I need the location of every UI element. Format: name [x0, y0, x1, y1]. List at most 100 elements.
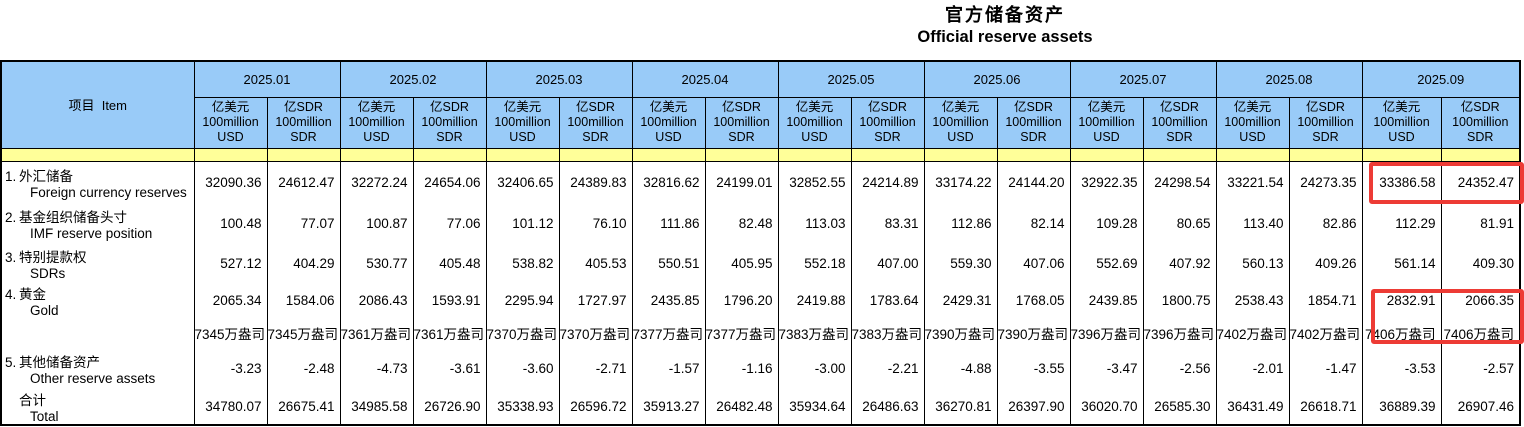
- separator-band-cell: [0, 148, 194, 162]
- month-header: 2025.07: [1069, 61, 1216, 98]
- value-cell: 7361万盎司: [412, 318, 486, 348]
- value-cell: 33221.54: [1215, 161, 1289, 203]
- value-cell: 7390万盎司: [996, 318, 1070, 348]
- value-cell: 111.86: [631, 203, 705, 244]
- value-cell: -3.23: [193, 348, 267, 389]
- value-cell: 2429.31: [923, 283, 997, 318]
- unit-header-usd: 亿美元 100million USD: [777, 97, 851, 149]
- value-cell: 24654.06: [412, 161, 486, 203]
- value-cell: 32852.55: [777, 161, 851, 203]
- separator-band-cell: [558, 148, 632, 162]
- value-cell: 527.12: [193, 244, 267, 283]
- separator-band-cell: [339, 148, 413, 162]
- value-cell: -2.57: [1440, 348, 1520, 389]
- separator-band-cell: [193, 148, 267, 162]
- row-label: 合计 Total: [0, 389, 194, 425]
- value-cell: 530.77: [339, 244, 413, 283]
- value-cell: -3.00: [777, 348, 851, 389]
- value-cell: -2.56: [1142, 348, 1216, 389]
- value-cell: 100.87: [339, 203, 413, 244]
- value-cell: 405.48: [412, 244, 486, 283]
- separator-band-cell: [266, 148, 340, 162]
- value-cell: -2.71: [558, 348, 632, 389]
- month-header: 2025.01: [193, 61, 340, 98]
- value-cell: -2.01: [1215, 348, 1289, 389]
- table-row-fx-reserves: 1. 外汇储备 Foreign currency reserves 32090.36…: [0, 161, 1520, 203]
- page-title-en: Official reserve assets: [917, 28, 1093, 46]
- separator-band-cell: [923, 148, 997, 162]
- official-reserve-assets-table: 项目 Item 2025.01 2025.02 2025.03 2025.04 …: [0, 60, 1521, 426]
- item-column-header: 项目 Item: [0, 61, 194, 149]
- value-cell: 32816.62: [631, 161, 705, 203]
- value-cell: 407.06: [996, 244, 1070, 283]
- value-cell: -3.55: [996, 348, 1070, 389]
- separator-band-cell: [1361, 148, 1441, 162]
- value-cell: -2.21: [850, 348, 924, 389]
- value-cell: 26907.46: [1440, 389, 1520, 425]
- value-cell: 32090.36: [193, 161, 267, 203]
- value-cell: 407.92: [1142, 244, 1216, 283]
- value-cell: 112.29: [1361, 203, 1441, 244]
- separator-band-cell: [1142, 148, 1216, 162]
- value-cell: 7383万盎司: [850, 318, 924, 348]
- value-cell: 1727.97: [558, 283, 632, 318]
- unit-header-usd: 亿美元 100million USD: [485, 97, 559, 149]
- unit-header-usd: 亿美元 100million USD: [923, 97, 997, 149]
- table-row-gold-ounces: 7345万盎司 7345万盎司 7361万盎司 7361万盎司 7370万盎司 …: [0, 318, 1520, 348]
- table-row-sdrs: 3. 特别提款权 SDRs 527.12 404.29 530.77 405.48 …: [0, 244, 1520, 283]
- value-cell: 552.69: [1069, 244, 1143, 283]
- value-cell: 113.03: [777, 203, 851, 244]
- table-row-imf-position: 2. 基金组织储备头寸 IMF reserve position 100.48 77…: [0, 203, 1520, 244]
- value-cell: 24144.20: [996, 161, 1070, 203]
- value-cell: 35913.27: [631, 389, 705, 425]
- separator-band-cell: [1215, 148, 1289, 162]
- value-cell: 7345万盎司: [193, 318, 267, 348]
- value-cell: 1584.06: [266, 283, 340, 318]
- value-cell: 33174.22: [923, 161, 997, 203]
- value-cell: 550.51: [631, 244, 705, 283]
- unit-header-sdr: 亿SDR 100million SDR: [1142, 97, 1216, 149]
- value-cell: 32272.24: [339, 161, 413, 203]
- value-cell: 7390万盎司: [923, 318, 997, 348]
- value-cell: 405.95: [704, 244, 778, 283]
- separator-band-cell: [485, 148, 559, 162]
- value-cell: 82.14: [996, 203, 1070, 244]
- value-cell: 2538.43: [1215, 283, 1289, 318]
- unit-header-sdr: 亿SDR 100million SDR: [1288, 97, 1362, 149]
- value-cell: -4.73: [339, 348, 413, 389]
- value-cell: 1768.05: [996, 283, 1070, 318]
- unit-header-usd: 亿美元 100million USD: [1069, 97, 1143, 149]
- month-header: 2025.09: [1361, 61, 1520, 98]
- unit-header-usd: 亿美元 100million USD: [1215, 97, 1289, 149]
- separator-band-cell: [996, 148, 1070, 162]
- unit-header-sdr: 亿SDR 100million SDR: [412, 97, 486, 149]
- value-cell: 109.28: [1069, 203, 1143, 244]
- value-cell: 24199.01: [704, 161, 778, 203]
- row-label: 5. 其他储备资产 Other reserve assets: [0, 348, 194, 389]
- value-cell: 561.14: [1361, 244, 1441, 283]
- table-row-gold: 4. 黄金 Gold 2065.34 1584.06 2086.43 1593.91…: [0, 283, 1520, 318]
- value-cell: -3.60: [485, 348, 559, 389]
- value-cell: 2086.43: [339, 283, 413, 318]
- value-cell: -3.61: [412, 348, 486, 389]
- separator-band: [0, 148, 1520, 162]
- value-cell: -4.88: [923, 348, 997, 389]
- value-cell: 100.48: [193, 203, 267, 244]
- month-header: 2025.06: [923, 61, 1070, 98]
- value-cell: 76.10: [558, 203, 632, 244]
- value-cell: 7396万盎司: [1142, 318, 1216, 348]
- unit-header-sdr: 亿SDR 100million SDR: [850, 97, 924, 149]
- unit-header-sdr: 亿SDR 100million SDR: [704, 97, 778, 149]
- value-cell: 24352.47: [1440, 161, 1520, 203]
- value-cell: -1.57: [631, 348, 705, 389]
- value-cell: 26675.41: [266, 389, 340, 425]
- value-cell: -1.47: [1288, 348, 1362, 389]
- value-cell: 36431.49: [1215, 389, 1289, 425]
- value-cell: 7377万盎司: [704, 318, 778, 348]
- value-cell: 82.86: [1288, 203, 1362, 244]
- value-cell: 26618.71: [1288, 389, 1362, 425]
- value-cell: 7402万盎司: [1288, 318, 1362, 348]
- value-cell: 7370万盎司: [485, 318, 559, 348]
- value-cell: 24389.83: [558, 161, 632, 203]
- value-cell: 36270.81: [923, 389, 997, 425]
